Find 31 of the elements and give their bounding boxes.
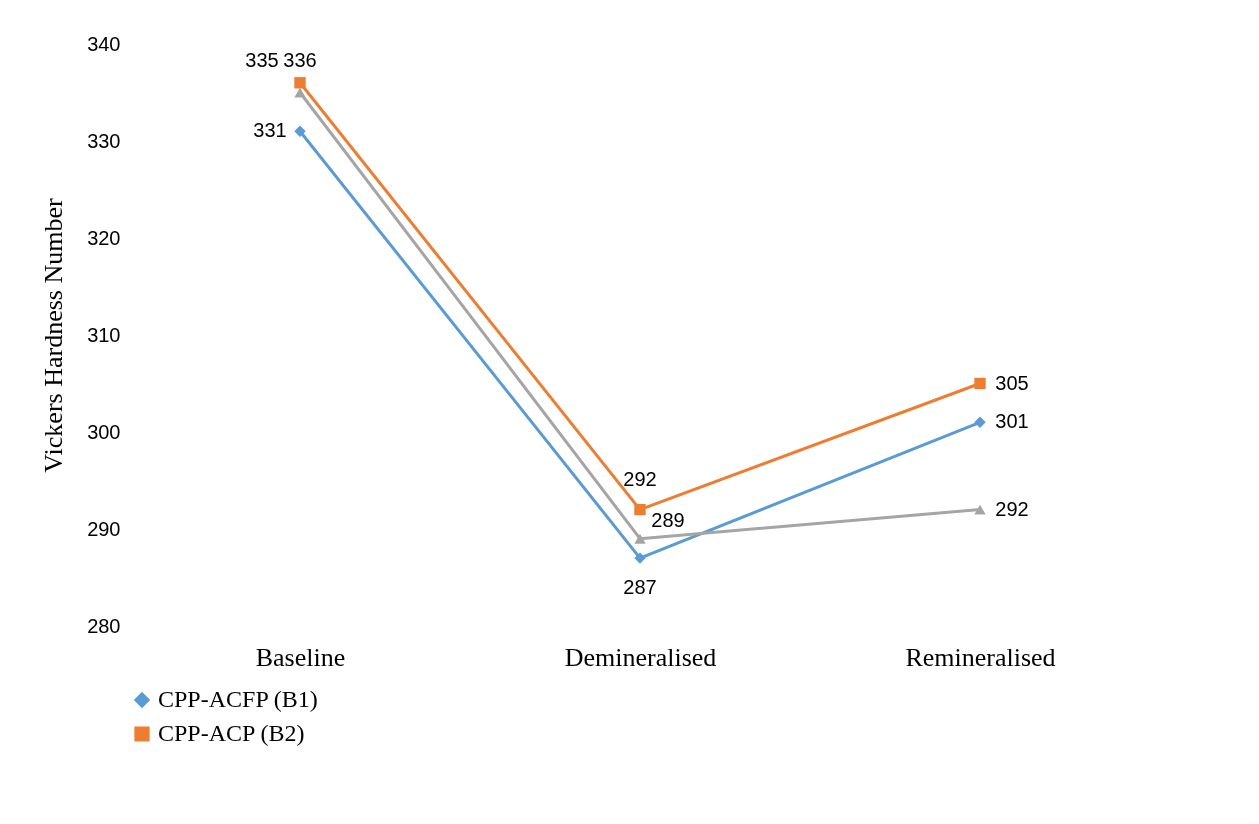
data-label: 331	[253, 119, 287, 142]
data-label: 336	[283, 48, 317, 71]
point	[974, 416, 986, 428]
y-tick-label: 340	[87, 32, 121, 55]
data-label: 335	[245, 48, 279, 71]
point	[294, 87, 306, 98]
data-label: 287	[623, 576, 657, 599]
point	[974, 377, 986, 390]
x-tick-label: Demineralised	[564, 642, 717, 672]
legend-label: CPP-ACP (B2)	[158, 720, 305, 746]
y-axis-title: Vickers Hardness Number	[39, 198, 69, 473]
point	[634, 533, 646, 544]
y-tick-label: 280	[87, 614, 121, 637]
data-label: 292	[995, 497, 1029, 520]
data-label: 301	[995, 410, 1029, 433]
y-tick-label: 290	[87, 517, 121, 540]
point	[634, 552, 646, 564]
point	[974, 504, 986, 515]
point	[294, 77, 306, 89]
point	[294, 125, 306, 137]
data-label: 305	[995, 371, 1029, 394]
x-tick-label: Remineralised	[905, 642, 1056, 672]
data-label: 292	[623, 467, 657, 490]
x-tick-label: Baseline	[255, 642, 346, 672]
y-tick-label: 300	[87, 420, 121, 443]
y-tick-label: 320	[87, 226, 121, 249]
data-label: 289	[651, 508, 685, 531]
y-tick-label: 330	[87, 129, 121, 152]
y-tick-label: 310	[87, 323, 121, 346]
legend-label: CPP-ACFP (B1)	[158, 686, 318, 712]
point	[634, 503, 646, 516]
